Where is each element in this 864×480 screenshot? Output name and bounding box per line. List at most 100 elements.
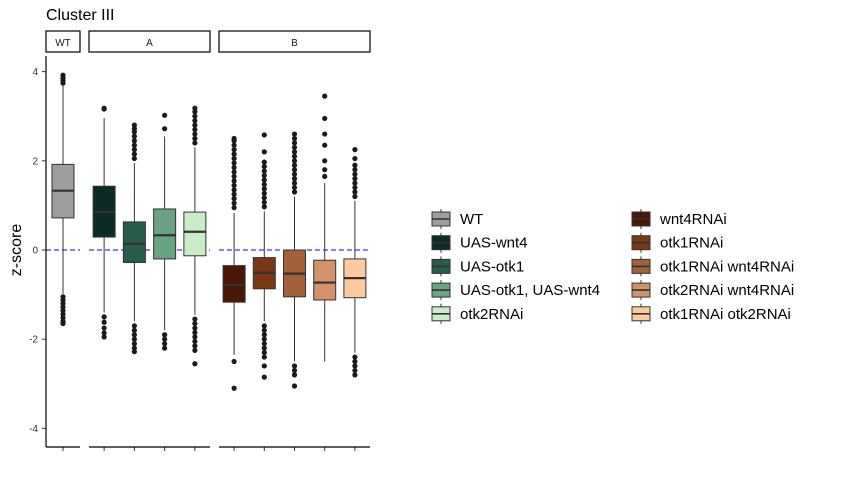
outlier-point [291, 363, 298, 369]
legend-item: otk1RNAi otk2RNAi [631, 303, 791, 324]
outlier-point [291, 149, 298, 155]
outlier-point [192, 316, 198, 322]
outlier-point [231, 205, 237, 211]
y-tick-label: 0 [32, 246, 38, 257]
outlier-point [261, 345, 267, 351]
outlier-point [231, 191, 237, 197]
outlier-point [261, 181, 267, 188]
outlier-point [131, 151, 137, 157]
outlier-point [101, 105, 107, 111]
box-iqr [313, 259, 337, 301]
outlier-point [231, 135, 237, 142]
outlier-point [231, 358, 237, 365]
outlier-point [322, 93, 328, 99]
outlier-point [192, 329, 198, 336]
legend-label: otk1RNAi otk2RNAi [660, 306, 791, 323]
outlier-point [131, 323, 137, 329]
outlier-point [131, 341, 137, 347]
legend-label: otk1RNAi wnt4RNAi [660, 258, 794, 275]
outlier-point [192, 135, 198, 142]
outlier-point [131, 122, 137, 128]
legend-label: UAS-wnt4 [460, 235, 528, 252]
outlier-point [192, 338, 198, 345]
outlier-point [291, 180, 298, 186]
outlier-point [131, 155, 137, 162]
y-tick-label: 4 [32, 67, 38, 78]
outlier-point [322, 158, 328, 164]
outlier-point [60, 311, 66, 317]
legend-label: UAS-otk1 [460, 258, 524, 275]
outlier-point [352, 184, 358, 191]
outlier-point [322, 173, 328, 180]
outlier-point [261, 327, 267, 333]
legend-item: WT [431, 209, 483, 229]
legend-item: UAS-otk1 [431, 256, 524, 277]
outlier-point [60, 72, 66, 78]
outlier-point [231, 147, 237, 153]
outlier-point [131, 147, 137, 153]
legend-label: otk1RNAi [660, 235, 723, 252]
outlier-point [322, 142, 328, 148]
outlier-point [60, 304, 66, 310]
outlier-point [162, 336, 168, 342]
outlier-point [192, 131, 198, 137]
outlier-point [352, 189, 358, 195]
outlier-point [162, 112, 168, 118]
outlier-point [291, 367, 298, 374]
outlier-point [322, 115, 328, 122]
outlier-point [192, 361, 198, 367]
outlier-point [291, 372, 298, 378]
outlier-point [131, 336, 137, 342]
outlier-point [60, 300, 66, 307]
facet-strip-label: WT [55, 38, 71, 49]
outlier-point [162, 345, 168, 351]
box-otk1rnai [252, 132, 276, 380]
outlier-point [231, 196, 237, 202]
outlier-point [261, 159, 267, 165]
outlier-point [261, 336, 267, 342]
legend-item: otk1RNAi wnt4RNAi [631, 256, 794, 277]
outlier-point [60, 308, 66, 314]
outlier-point [231, 142, 237, 148]
outlier-point [131, 327, 137, 333]
outlier-point [192, 325, 198, 331]
outlier-point [261, 323, 267, 329]
legend-item: otk2RNAi [431, 303, 523, 324]
y-axis-title: z-score [8, 224, 25, 277]
legend-item: UAS-wnt4 [431, 232, 528, 253]
facet-strip-box [218, 30, 371, 53]
outlier-point [192, 320, 198, 327]
outlier-point [352, 155, 358, 162]
outlier-point [131, 126, 137, 132]
outlier-point [352, 363, 358, 369]
outlier-point [131, 349, 137, 355]
box-wnt4rnai [222, 135, 246, 391]
outlier-point [231, 200, 237, 206]
legend: WT UAS-wnt4 UAS-otk1 UAS-otk1, UAS-wnt4 otk2… [431, 209, 794, 324]
outlier-point [291, 158, 298, 164]
box-uas-wnt4 [92, 105, 116, 340]
outlier-point [101, 334, 107, 340]
facet-strip-box [45, 30, 81, 53]
outlier-point [261, 374, 267, 380]
outlier-point [231, 173, 237, 180]
box-otk2rnai [183, 105, 207, 367]
y-tick-label: -2 [29, 335, 38, 346]
outlier-point [261, 349, 267, 356]
outlier-point [352, 372, 358, 378]
outlier-point [261, 199, 267, 205]
outlier-point [261, 190, 267, 196]
legend-label: otk2RNAi [460, 306, 523, 323]
outlier-point [291, 176, 298, 182]
outlier-point [261, 168, 267, 174]
box-wt [51, 72, 75, 327]
outlier-point [192, 334, 198, 340]
outlier-point [231, 385, 237, 391]
legend-label: WT [460, 211, 483, 228]
legend-item: UAS-otk1, UAS-wnt4 [431, 280, 600, 301]
outlier-point [231, 151, 237, 157]
outlier-point [352, 147, 358, 153]
outlier-point [231, 160, 237, 166]
outlier-point [101, 314, 107, 320]
outlier-point [261, 332, 267, 338]
